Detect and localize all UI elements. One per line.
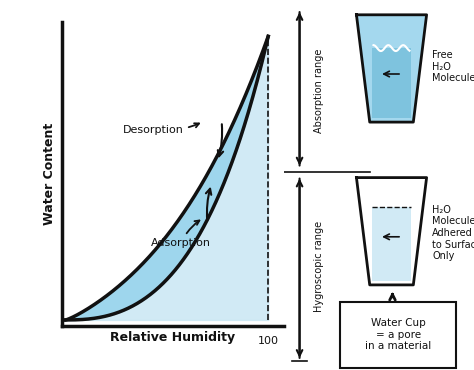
X-axis label: Relative Humidity: Relative Humidity [110, 331, 236, 344]
Text: Adsorption: Adsorption [151, 221, 211, 248]
Text: Free
H₂O
Molecules: Free H₂O Molecules [432, 50, 474, 83]
Y-axis label: Water Content: Water Content [43, 123, 56, 225]
FancyBboxPatch shape [340, 302, 456, 368]
Text: Absorption range: Absorption range [314, 48, 324, 133]
Text: Water Cup
= a pore
in a material: Water Cup = a pore in a material [365, 318, 431, 352]
Text: 100: 100 [258, 336, 279, 346]
Text: Hygroscopic range: Hygroscopic range [314, 221, 324, 312]
Polygon shape [356, 15, 427, 122]
Polygon shape [372, 207, 411, 281]
Text: Desorption: Desorption [122, 123, 199, 135]
Polygon shape [372, 48, 411, 118]
Text: H₂O
Molecules
Adhered
to Surface
Only: H₂O Molecules Adhered to Surface Only [432, 205, 474, 261]
